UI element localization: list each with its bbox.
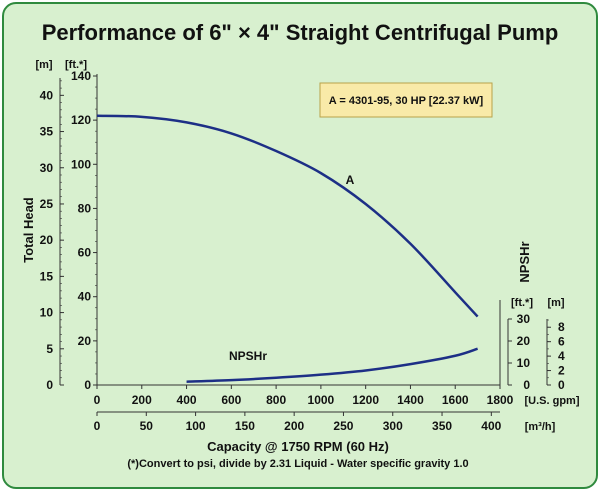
y-axis-m-tick-label: 0	[46, 378, 53, 392]
y-axis-m-tick-label: 5	[46, 342, 53, 356]
series-line-npshr	[186, 347, 479, 383]
y-axis-label: Total Head	[21, 197, 36, 263]
x-axis-gpm-tick-label: 1000	[308, 393, 335, 407]
y-axis-ft-tick-label: 40	[78, 290, 92, 304]
series-label-a: A	[346, 173, 355, 187]
x-axis-m3h-tick-label: 0	[94, 419, 101, 433]
x-axis-gpm-tick-label: 0	[94, 393, 101, 407]
x-axis-m3h-tick-label: 150	[235, 419, 255, 433]
y-axis-npsh-m-tick-label: 2	[558, 364, 565, 378]
y-axis-npsh-m-tick-label: 4	[558, 349, 565, 363]
series-label-npshr: NPSHr	[229, 349, 267, 363]
y-axis-npsh-ft-tick-label: 20	[517, 334, 531, 348]
x-axis-gpm-unit: [U.S. gpm]	[525, 395, 580, 407]
x-axis-gpm-tick-label: 200	[132, 393, 152, 407]
x-axis-m3h-tick-label: 50	[140, 419, 154, 433]
x-axis-m3h-tick-label: 400	[481, 419, 501, 433]
y-axis-m-tick-label: 10	[40, 306, 54, 320]
y-axis-ft-tick-label: 100	[71, 157, 91, 171]
x-axis-gpm-tick-label: 400	[177, 393, 197, 407]
y-axis-ft-tick-label: 80	[78, 201, 92, 215]
y-axis-npsh-ft-tick-label: 0	[523, 378, 530, 392]
y-axis-m-tick-label: 20	[40, 233, 54, 247]
y-axis-m-unit: [m]	[35, 59, 52, 71]
y-axis-npsh-ft-tick-label: 10	[517, 356, 531, 370]
legend-box	[319, 82, 493, 118]
y-axis-m-tick-label: 35	[40, 125, 54, 139]
chart-footnote: (*)Convert to psi, divide by 2.31 Liquid…	[127, 458, 468, 470]
x-axis-gpm-tick-label: 1600	[442, 393, 469, 407]
y-axis-npsh-ft-unit: [ft.*]	[511, 297, 533, 309]
y-axis-ft-tick-label: 0	[84, 378, 91, 392]
y-axis-m-tick-label: 15	[40, 269, 54, 283]
x-axis-m3h-tick-label: 250	[333, 419, 353, 433]
x-axis-gpm-tick-label: 1200	[352, 393, 379, 407]
x-axis-m3h-unit: [m³/h]	[525, 421, 556, 433]
x-axis-gpm-tick-label: 800	[266, 393, 286, 407]
x-axis-m3h-tick-label: 300	[383, 419, 403, 433]
y-axis-m-tick-label: 30	[40, 161, 54, 175]
x-axis-m3h-tick-label: 350	[432, 419, 452, 433]
x-axis-label: Capacity @ 1750 RPM (60 Hz)	[207, 439, 389, 454]
y-axis-npsh-title: NPSHr	[517, 241, 532, 282]
y-axis-m-tick-label: 25	[40, 197, 54, 211]
y-axis-npsh-ft-tick-label: 30	[517, 312, 531, 326]
y-axis-ft-tick-label: 20	[78, 334, 92, 348]
y-axis-ft-tick-label: 140	[71, 69, 91, 83]
y-axis-npsh-m-tick-label: 8	[558, 320, 565, 334]
x-axis-gpm-tick-label: 600	[221, 393, 241, 407]
x-axis-m3h-tick-label: 200	[284, 419, 304, 433]
y-axis-ft-unit: [ft.*]	[65, 59, 87, 71]
y-axis-npsh-m-tick-label: 0	[558, 378, 565, 392]
y-axis-npsh-m-unit: [m]	[547, 297, 564, 309]
y-axis-ft-tick-label: 60	[78, 246, 92, 260]
legend-text: A = 4301-95, 30 HP [22.37 kW]	[329, 95, 484, 107]
y-axis-m-tick-label: 40	[40, 88, 54, 102]
series-line-a	[96, 114, 479, 318]
chart-title: Performance of 6" × 4" Straight Centrifu…	[42, 20, 559, 45]
x-axis-gpm-tick-label: 1800	[487, 393, 514, 407]
y-axis-npsh-m-tick-label: 6	[558, 335, 565, 349]
x-axis-m3h-tick-label: 100	[186, 419, 206, 433]
y-axis-ft-tick-label: 120	[71, 113, 91, 127]
x-axis-gpm-tick-label: 1400	[397, 393, 424, 407]
